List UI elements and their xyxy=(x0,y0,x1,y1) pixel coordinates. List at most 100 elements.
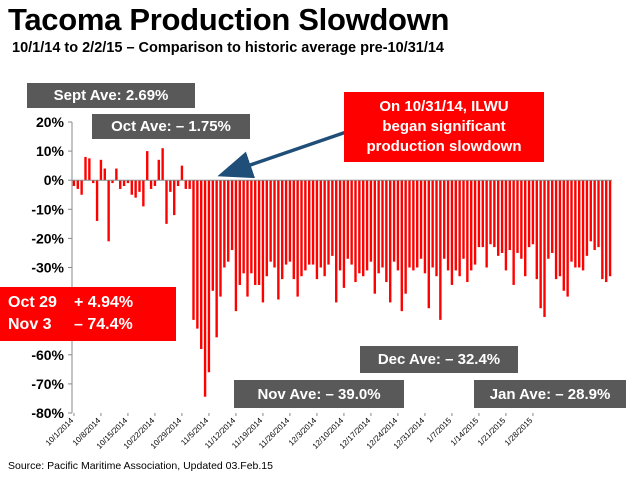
bar xyxy=(458,180,461,277)
bar xyxy=(562,180,565,291)
bar xyxy=(601,180,604,280)
bar xyxy=(369,180,373,262)
bar xyxy=(277,180,280,300)
bar xyxy=(273,180,276,268)
y-tick-label: 20% xyxy=(36,114,65,130)
chart-title: Tacoma Production Slowdown xyxy=(8,2,450,37)
jan-average-label: Jan Ave: – 28.9% xyxy=(474,380,626,408)
bar xyxy=(381,180,384,268)
bar xyxy=(207,180,211,373)
bar xyxy=(146,151,149,181)
bar xyxy=(462,180,465,259)
bar xyxy=(173,180,176,216)
bar xyxy=(554,180,558,280)
bar xyxy=(184,180,187,189)
bar xyxy=(423,180,427,274)
bar xyxy=(570,180,573,262)
bar xyxy=(242,180,245,274)
y-tick-label: 10% xyxy=(36,143,65,159)
bar xyxy=(477,180,481,248)
bar xyxy=(327,180,330,265)
bar xyxy=(331,180,334,256)
bar xyxy=(296,180,299,297)
bar xyxy=(520,180,523,259)
slowdown-callout: On 10/31/14, ILWU began significant prod… xyxy=(344,92,544,162)
oct29-nov3-label: Oct 29 + 4.94% Nov 3 – 74.4% xyxy=(0,287,176,341)
bar xyxy=(350,180,353,265)
chart-subtitle: 10/1/14 to 2/2/15 – Comparison to histor… xyxy=(12,40,444,56)
bar xyxy=(466,180,469,283)
bar xyxy=(95,180,99,221)
bar xyxy=(485,180,488,268)
bar xyxy=(473,180,477,265)
x-tick-label: 1/14/2015 xyxy=(449,416,481,448)
bar xyxy=(180,165,184,181)
y-tick-label: -70% xyxy=(31,376,64,392)
bar xyxy=(142,180,145,207)
bar xyxy=(608,180,612,277)
bar xyxy=(196,180,199,329)
bar xyxy=(76,180,79,189)
callout-line-2: began significant xyxy=(382,118,506,135)
bar xyxy=(578,180,581,268)
bar xyxy=(504,180,508,271)
bar xyxy=(311,180,315,265)
y-tick-label: 0% xyxy=(44,172,65,188)
bar xyxy=(419,180,423,259)
x-tick-label: 1/21/2015 xyxy=(476,416,508,448)
bar xyxy=(566,180,569,297)
bar xyxy=(223,180,226,268)
bar xyxy=(88,158,91,181)
bar xyxy=(335,180,338,303)
bar xyxy=(234,180,238,312)
bar xyxy=(338,180,342,271)
callout-line-3: production slowdown xyxy=(366,138,522,155)
bar xyxy=(543,180,546,317)
bar xyxy=(443,180,446,259)
bar xyxy=(400,180,403,312)
bar xyxy=(230,180,234,251)
bar xyxy=(215,180,218,338)
bar xyxy=(497,180,500,256)
bar xyxy=(122,180,126,187)
bar xyxy=(412,180,415,271)
bar xyxy=(308,180,311,265)
bar xyxy=(227,180,230,262)
bar xyxy=(558,180,562,277)
bar xyxy=(103,168,106,181)
y-tick-label: -80% xyxy=(31,405,64,421)
bar xyxy=(149,180,153,189)
oct29-label: Oct 29 xyxy=(8,294,57,311)
bar xyxy=(211,180,214,291)
bar xyxy=(203,180,207,397)
nov3-label: Nov 3 xyxy=(8,316,52,333)
oct-average-label: Oct Ave: – 1.75% xyxy=(92,114,250,139)
bar xyxy=(605,180,608,283)
bar xyxy=(134,180,137,198)
bar xyxy=(524,180,527,277)
bar xyxy=(535,180,538,280)
bar xyxy=(362,180,365,277)
bar xyxy=(115,168,118,181)
bar xyxy=(169,180,172,192)
bar xyxy=(161,148,164,181)
bar xyxy=(119,180,122,189)
bar xyxy=(257,180,261,285)
bar xyxy=(342,180,346,288)
bar xyxy=(593,180,596,251)
bar xyxy=(346,180,349,259)
bar xyxy=(111,180,114,184)
bar xyxy=(284,180,288,265)
bar xyxy=(396,180,400,271)
bar xyxy=(597,180,600,248)
bar xyxy=(531,180,535,245)
bar xyxy=(188,180,191,189)
bar xyxy=(292,180,295,280)
bar xyxy=(84,156,87,181)
bar xyxy=(392,180,396,262)
bar xyxy=(319,180,322,268)
bar xyxy=(512,180,515,285)
bar xyxy=(246,180,249,297)
bar xyxy=(454,180,457,271)
bar xyxy=(508,180,511,251)
